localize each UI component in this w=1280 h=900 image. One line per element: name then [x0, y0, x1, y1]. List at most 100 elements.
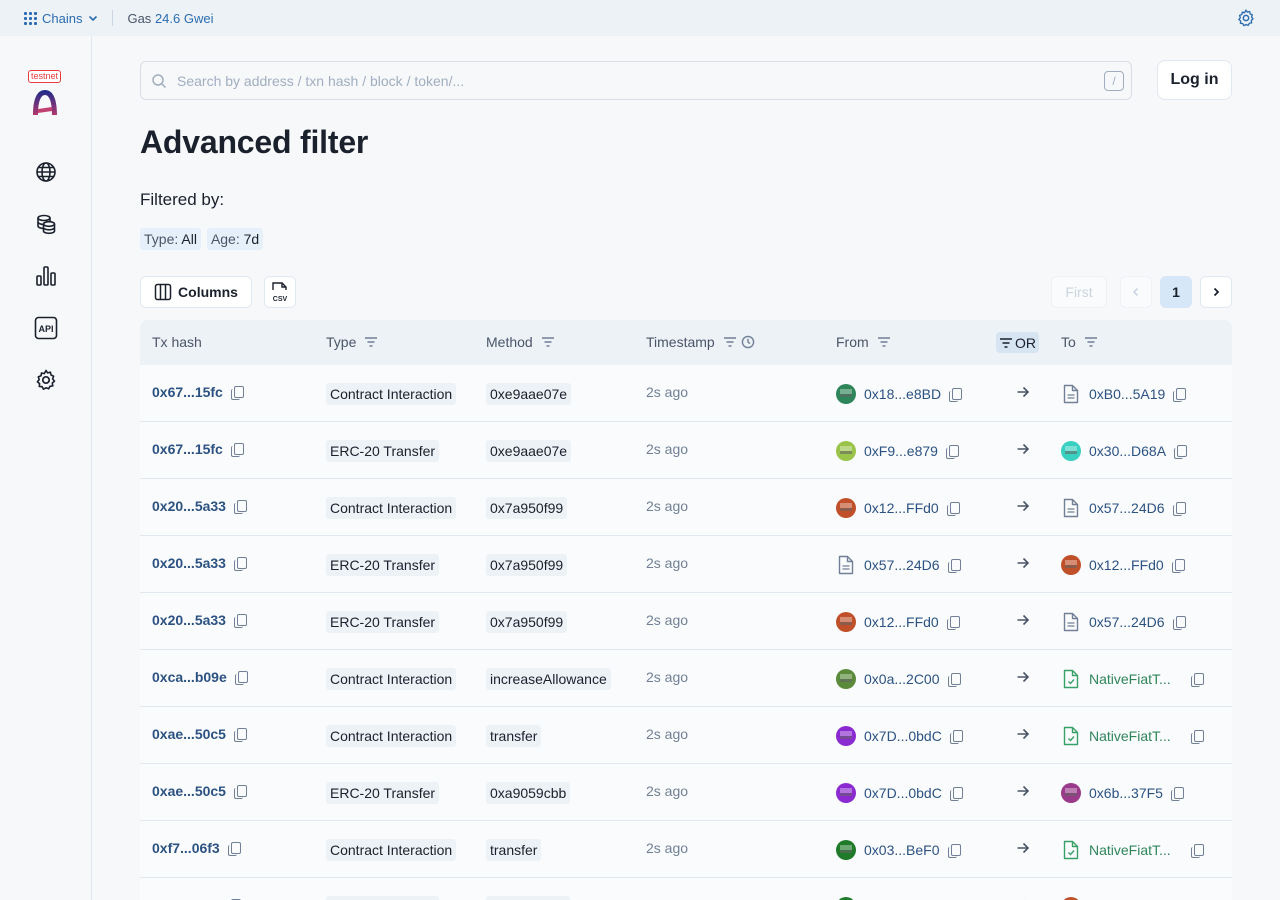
- copy-icon[interactable]: [228, 898, 241, 900]
- transactions-table: Tx hash Type Method Timestamp From OR To…: [140, 320, 1232, 900]
- copy-icon[interactable]: [946, 501, 960, 516]
- copy-icon[interactable]: [949, 387, 963, 402]
- gear-icon[interactable]: [34, 368, 58, 392]
- arrow-right-icon: [1017, 671, 1030, 683]
- copy-icon[interactable]: [1190, 729, 1204, 744]
- login-button[interactable]: Log in: [1157, 60, 1232, 100]
- chevron-left-icon: [1132, 287, 1139, 297]
- copy-icon[interactable]: [1173, 387, 1187, 402]
- from-address-link[interactable]: 0xF9...e879: [864, 443, 938, 459]
- copy-icon[interactable]: [1172, 501, 1186, 516]
- coins-icon[interactable]: [34, 212, 58, 236]
- tx-hash-link[interactable]: 0x67...15fc: [152, 441, 223, 457]
- to-address-link[interactable]: 0x6b...37F5: [1089, 785, 1163, 801]
- csv-download-button[interactable]: CSV: [264, 276, 296, 308]
- copy-icon[interactable]: [233, 727, 247, 742]
- to-address-link[interactable]: NativeFiatT...: [1089, 842, 1171, 858]
- copy-icon[interactable]: [233, 499, 247, 514]
- gas-label: Gas: [127, 10, 152, 26]
- copy-icon[interactable]: [949, 729, 963, 744]
- copy-icon[interactable]: [233, 613, 247, 628]
- to-address-link[interactable]: 0x12...FFd0: [1089, 557, 1164, 573]
- from-address-link[interactable]: 0x57...24D6: [864, 557, 940, 573]
- to-address-link[interactable]: 0xB0...5A19: [1089, 386, 1166, 402]
- copy-icon[interactable]: [233, 556, 247, 571]
- copy-icon[interactable]: [1170, 786, 1184, 801]
- filter-tag-type[interactable]: Type: All: [140, 228, 201, 250]
- copy-icon[interactable]: [230, 442, 244, 457]
- to-address: 0x30...D68A: [1061, 441, 1188, 461]
- from-address-link[interactable]: 0x18...e8BD: [864, 386, 942, 402]
- copy-icon[interactable]: [230, 385, 244, 400]
- timestamp: 2s ago: [646, 897, 688, 900]
- top-bar: Chains Gas 24.6 Gwei: [0, 0, 1280, 36]
- globe-icon[interactable]: [34, 160, 58, 184]
- gas-value[interactable]: 24.6 Gwei: [154, 10, 214, 26]
- tx-type-badge: Contract Interaction: [326, 839, 457, 861]
- to-address-link[interactable]: 0x30...D68A: [1089, 443, 1167, 459]
- filter-tag-age[interactable]: Age: 7d: [206, 228, 264, 250]
- copy-icon[interactable]: [234, 670, 248, 685]
- from-address-link[interactable]: 0x03...BeF0: [864, 842, 940, 858]
- contract-icon: [1061, 384, 1081, 404]
- copy-icon[interactable]: [945, 444, 959, 459]
- pagination-prev[interactable]: [1120, 276, 1152, 308]
- chart-icon[interactable]: [34, 264, 58, 288]
- copy-icon[interactable]: [949, 786, 963, 801]
- identicon-pattern: [840, 674, 852, 682]
- identicon-pattern: [840, 503, 852, 511]
- clock-icon[interactable]: [741, 335, 755, 349]
- logo[interactable]: testnet: [28, 70, 66, 122]
- filter-icon[interactable]: [541, 336, 555, 348]
- to-address-link[interactable]: NativeFiatT...: [1089, 728, 1171, 744]
- copy-icon[interactable]: [1190, 843, 1204, 858]
- to-address-link[interactable]: 0x57...24D6: [1089, 500, 1165, 516]
- tx-hash-link[interactable]: 0x20...5a33: [152, 612, 226, 628]
- tx-hash-link[interactable]: 0xf7...06f3: [152, 840, 220, 856]
- copy-icon[interactable]: [947, 558, 961, 573]
- to-address-link[interactable]: 0x57...24D6: [1089, 614, 1165, 630]
- from-address-link[interactable]: 0x7D...0bdC: [864, 728, 942, 744]
- identicon-pattern: [840, 845, 852, 853]
- tx-hash-link[interactable]: 0xae...50c5: [152, 726, 226, 742]
- api-icon[interactable]: API: [34, 316, 58, 340]
- from-address-link[interactable]: 0x12...FFd0: [864, 500, 939, 516]
- pagination-next[interactable]: [1200, 276, 1232, 308]
- search-input[interactable]: [177, 72, 1131, 89]
- copy-icon[interactable]: [233, 784, 247, 799]
- copy-icon[interactable]: [946, 615, 960, 630]
- copy-icon[interactable]: [947, 672, 961, 687]
- copy-icon[interactable]: [947, 843, 961, 858]
- tx-hash-link[interactable]: 0xf7...06f3: [152, 897, 220, 900]
- filter-icon[interactable]: [364, 336, 378, 348]
- pagination-first[interactable]: First: [1051, 276, 1107, 308]
- copy-icon[interactable]: [1172, 615, 1186, 630]
- copy-icon[interactable]: [1171, 558, 1185, 573]
- to-address-link[interactable]: NativeFiatT...: [1089, 671, 1171, 687]
- copy-icon[interactable]: [1190, 672, 1204, 687]
- filter-icon[interactable]: [1084, 336, 1098, 348]
- tx-hash-link[interactable]: 0x67...15fc: [152, 384, 223, 400]
- columns-button[interactable]: Columns: [140, 276, 252, 308]
- chains-dropdown[interactable]: Chains: [24, 11, 98, 26]
- copy-icon[interactable]: [227, 841, 241, 856]
- header-label: From: [836, 334, 869, 350]
- search-bar: /: [140, 61, 1132, 100]
- tx-hash-link[interactable]: 0x20...5a33: [152, 498, 226, 514]
- settings-gear-icon[interactable]: [1236, 8, 1256, 28]
- copy-icon[interactable]: [1174, 444, 1188, 459]
- timestamp: 2s ago: [646, 555, 689, 571]
- contract-icon: [1061, 498, 1081, 518]
- filter-icon[interactable]: [723, 336, 737, 348]
- address-relation-or-button[interactable]: OR: [996, 332, 1039, 353]
- from-address-link[interactable]: 0x0a...2C00: [864, 671, 940, 687]
- tx-hash-link[interactable]: 0xae...50c5: [152, 783, 226, 799]
- tx-hash-link[interactable]: 0xca...b09e: [152, 669, 227, 685]
- table-row: 0x67...15fc ERC-20 Transfer 0xe9aae07e 2…: [140, 422, 1232, 479]
- identicon-avatar: [1061, 555, 1081, 575]
- pagination-current-page[interactable]: 1: [1160, 276, 1192, 308]
- from-address-link[interactable]: 0x7D...0bdC: [864, 785, 942, 801]
- from-address-link[interactable]: 0x12...FFd0: [864, 614, 939, 630]
- filter-icon[interactable]: [877, 336, 891, 348]
- tx-hash-link[interactable]: 0x20...5a33: [152, 555, 226, 571]
